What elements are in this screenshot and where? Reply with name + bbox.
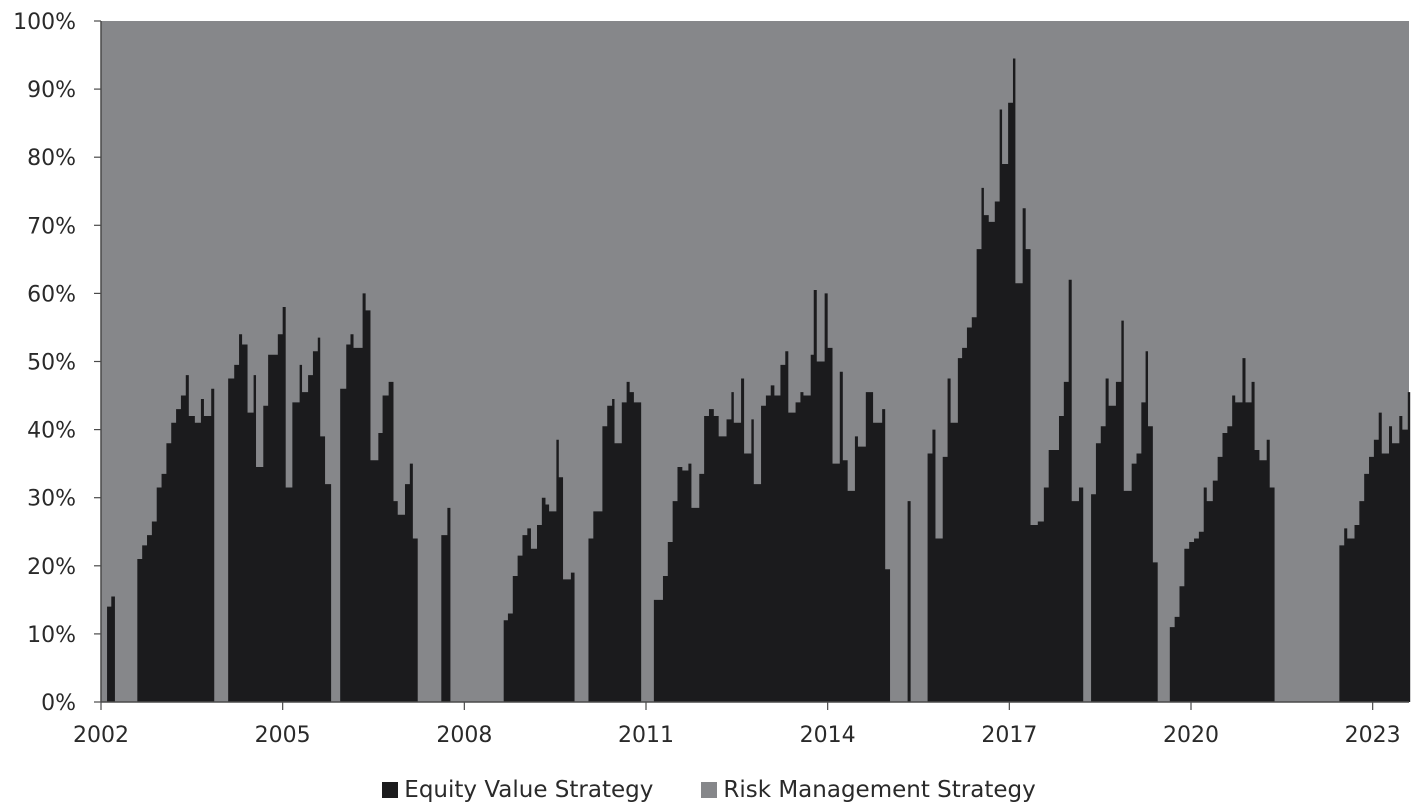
legend-item-equity: Equity Value Strategy [382, 777, 653, 803]
legend-item-risk: Risk Management Strategy [701, 777, 1036, 803]
y-tick-label: 20% [27, 555, 76, 580]
x-tick-label: 2011 [618, 723, 674, 748]
y-tick-label: 100% [13, 10, 76, 35]
legend-label-risk: Risk Management Strategy [723, 777, 1036, 803]
y-tick-label: 50% [27, 351, 76, 376]
x-tick-label: 2008 [436, 723, 492, 748]
series-area-equity-value [101, 58, 1411, 702]
legend-label-equity: Equity Value Strategy [404, 777, 654, 803]
y-tick-label: 40% [27, 419, 76, 444]
y-tick-label: 10% [27, 623, 76, 648]
y-tick-label: 80% [27, 146, 76, 171]
x-tick-label: 2014 [800, 723, 856, 748]
x-tick-label: 2023 [1345, 723, 1401, 748]
x-tick-label: 2020 [1163, 723, 1219, 748]
plot-area [101, 21, 1411, 702]
x-tick-label: 2002 [73, 723, 129, 748]
legend-swatch-risk [701, 782, 718, 798]
y-tick-label: 70% [27, 214, 76, 239]
stacked-area-chart: 0% 10% 20% 30% 40% 50% 60% 70% 80% 90% 100% 2002 200… [13, 10, 1411, 748]
axes: 0% 10% 20% 30% 40% 50% 60% 70% 80% 90% 100% 2002 200… [13, 10, 1409, 748]
legend-swatch-equity [382, 782, 399, 798]
legend: Equity Value Strategy Risk Management St… [0, 775, 1418, 805]
y-tick-label: 60% [27, 282, 76, 307]
y-tick-label: 30% [27, 487, 76, 512]
x-tick-label: 2005 [255, 723, 311, 748]
x-tick-label: 2017 [981, 723, 1037, 748]
y-tick-label: 0% [41, 691, 76, 716]
y-tick-label: 90% [27, 78, 76, 103]
